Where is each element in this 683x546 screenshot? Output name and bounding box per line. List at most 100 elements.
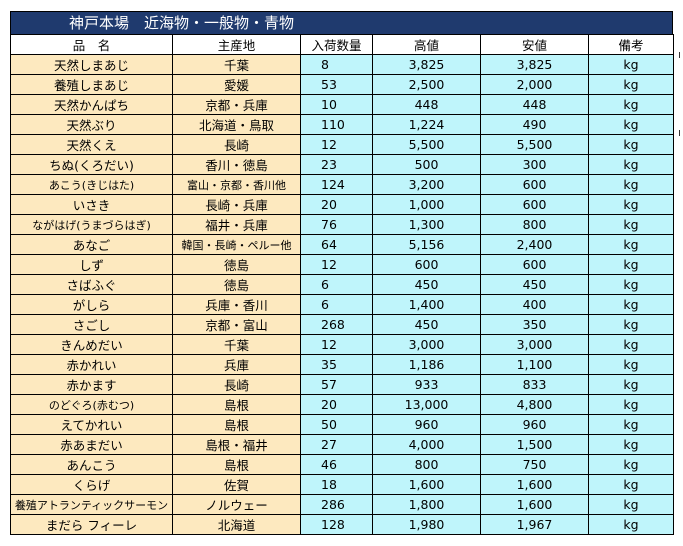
cell-qty: 27 — [300, 434, 373, 455]
cell-unit: kg — [588, 134, 674, 155]
cell-low: 3,000 — [480, 334, 589, 355]
header-high: 高値 — [372, 34, 481, 55]
cell-high: 3,825 — [372, 54, 481, 75]
cell-unit: kg — [588, 294, 674, 315]
table-row: 天然くえ 長崎 12 5,500 5,500 kg — [10, 134, 674, 155]
cell-origin: 島根 — [172, 414, 301, 435]
cell-low: 400 — [480, 294, 589, 315]
cell-name: 養殖しまあじ — [10, 74, 173, 95]
cell-high: 1,300 — [372, 214, 481, 235]
cell-low: 4,800 — [480, 394, 589, 415]
cell-low: 300 — [480, 154, 589, 175]
cell-origin: 長崎 — [172, 134, 301, 155]
cell-name: ながはげ(うまづらはぎ) — [10, 214, 173, 235]
cell-qty: 23 — [300, 154, 373, 175]
cell-high: 448 — [372, 94, 481, 115]
cell-high: 13,000 — [372, 394, 481, 415]
cell-origin: ノルウェー — [172, 494, 301, 515]
cell-low: 450 — [480, 274, 589, 295]
cell-origin: 徳島 — [172, 274, 301, 295]
cell-origin: 島根 — [172, 394, 301, 415]
cell-name: いさき — [10, 194, 173, 215]
cell-qty: 76 — [300, 214, 373, 235]
cell-origin: 京都・富山 — [172, 314, 301, 335]
cell-origin: 島根・福井 — [172, 434, 301, 455]
cell-origin: 千葉 — [172, 54, 301, 75]
header-qty: 入荷数量 — [300, 34, 373, 55]
cell-name: しず — [10, 254, 173, 275]
price-sheet: 神戸本場 近海物・一般物・青物 品 名 主産地 入荷数量 高値 安値 備考 天然… — [10, 11, 674, 535]
table-body: 天然しまあじ 千葉 8 3,825 3,825 kg 養殖しまあじ 愛媛 53 2,500 2,00… — [10, 54, 674, 535]
cell-low: 3,825 — [480, 54, 589, 75]
cell-origin: 韓国・長崎・ペルー他 — [172, 234, 301, 255]
table-row: えてかれい 島根 50 960 960 kg — [10, 414, 674, 435]
table-row: 赤あまだい 島根・福井 27 4,000 1,500 kg — [10, 434, 674, 455]
header-low: 安値 — [480, 34, 589, 55]
cell-unit: kg — [588, 214, 674, 235]
cell-qty: 12 — [300, 254, 373, 275]
cell-origin: 長崎・兵庫 — [172, 194, 301, 215]
table-row: 天然かんぱち 京都・兵庫 10 448 448 kg — [10, 94, 674, 115]
cell-name: のどぐろ(赤むつ) — [10, 394, 173, 415]
cell-unit: kg — [588, 114, 674, 135]
header-origin: 主産地 — [172, 34, 301, 55]
header-row: 品 名 主産地 入荷数量 高値 安値 備考 — [10, 34, 674, 55]
table-row: あこう(きじはた) 富山・京都・香川他 124 3,200 600 kg — [10, 174, 674, 195]
cell-name: きんめだい — [10, 334, 173, 355]
cell-unit: kg — [588, 274, 674, 295]
cell-origin: 長崎 — [172, 374, 301, 395]
cell-high: 960 — [372, 414, 481, 435]
cell-high: 1,800 — [372, 494, 481, 515]
table-row: さばふぐ 徳島 6 450 450 kg — [10, 274, 674, 295]
cell-high: 1,600 — [372, 474, 481, 495]
cell-qty: 6 — [300, 274, 373, 295]
cell-origin: 北海道・鳥取 — [172, 114, 301, 135]
cell-low: 1,967 — [480, 514, 589, 535]
cell-unit: kg — [588, 234, 674, 255]
cell-low: 800 — [480, 214, 589, 235]
cell-qty: 128 — [300, 514, 373, 535]
cell-low: 750 — [480, 454, 589, 475]
cell-name: 天然ぶり — [10, 114, 173, 135]
cell-name: さごし — [10, 314, 173, 335]
cell-qty: 20 — [300, 394, 373, 415]
table-row: あんこう 島根 46 800 750 kg — [10, 454, 674, 475]
cell-high: 5,156 — [372, 234, 481, 255]
table-row: くらげ 佐賀 18 1,600 1,600 kg — [10, 474, 674, 495]
cell-high: 1,000 — [372, 194, 481, 215]
cell-unit: kg — [588, 474, 674, 495]
cell-high: 5,500 — [372, 134, 481, 155]
cell-origin: 京都・兵庫 — [172, 94, 301, 115]
cell-high: 3,200 — [372, 174, 481, 195]
cell-name: がしら — [10, 294, 173, 315]
side-mark — [679, 52, 683, 58]
cell-unit: kg — [588, 174, 674, 195]
cell-low: 490 — [480, 114, 589, 135]
cell-qty: 110 — [300, 114, 373, 135]
cell-unit: kg — [588, 94, 674, 115]
cell-unit: kg — [588, 74, 674, 95]
table-row: あなご 韓国・長崎・ペルー他 64 5,156 2,400 kg — [10, 234, 674, 255]
table-row: のどぐろ(赤むつ) 島根 20 13,000 4,800 kg — [10, 394, 674, 415]
table-row: 赤かます 長崎 57 933 833 kg — [10, 374, 674, 395]
cell-low: 1,100 — [480, 354, 589, 375]
sheet-title: 神戸本場 近海物・一般物・青物 — [10, 11, 673, 34]
table-row: がしら 兵庫・香川 6 1,400 400 kg — [10, 294, 674, 315]
cell-name: くらげ — [10, 474, 173, 495]
cell-name: さばふぐ — [10, 274, 173, 295]
table-row: きんめだい 千葉 12 3,000 3,000 kg — [10, 334, 674, 355]
table-row: いさき 長崎・兵庫 20 1,000 600 kg — [10, 194, 674, 215]
price-table: 品 名 主産地 入荷数量 高値 安値 備考 天然しまあじ 千葉 8 3,825 3,82… — [10, 34, 674, 535]
cell-unit: kg — [588, 414, 674, 435]
cell-qty: 268 — [300, 314, 373, 335]
cell-name: まだら フィーレ — [10, 514, 173, 535]
cell-qty: 20 — [300, 194, 373, 215]
cell-qty: 6 — [300, 294, 373, 315]
cell-name: あんこう — [10, 454, 173, 475]
cell-unit: kg — [588, 354, 674, 375]
cell-high: 450 — [372, 314, 481, 335]
cell-qty: 12 — [300, 134, 373, 155]
cell-qty: 35 — [300, 354, 373, 375]
cell-unit: kg — [588, 434, 674, 455]
cell-origin: 兵庫 — [172, 354, 301, 375]
